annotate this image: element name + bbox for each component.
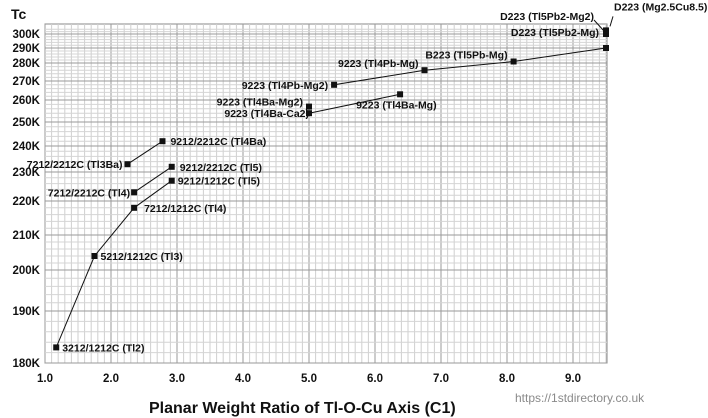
x-tick-label: 4.0	[235, 373, 251, 385]
pointer-lines	[593, 16, 614, 32]
data-point	[510, 58, 517, 65]
point-label: 7212/2212C (Tl3Ba)	[27, 159, 123, 171]
tick-labels: 1.0 2.0 3.0 4.0 5.0 6.0 7.0 8.0 9.0 180K 190K 200K 2…	[13, 29, 582, 385]
y-tick-label: 220K	[13, 196, 41, 208]
series-line	[308, 93, 401, 114]
point-label: 3212/1212C (Tl2)	[62, 342, 144, 354]
y-tick-label: 290K	[13, 43, 41, 55]
data-point	[168, 177, 175, 184]
point-label: 9212/1212C (Tl5)	[178, 176, 260, 188]
y-tick-label: 260K	[13, 95, 41, 107]
data-point	[397, 91, 404, 98]
y-tick-label: 190K	[13, 306, 41, 318]
data-point	[131, 189, 138, 196]
x-tick-label: 3.0	[169, 373, 185, 385]
series-line	[334, 47, 607, 86]
x-tick-label: 1.0	[37, 373, 53, 385]
point-label: 9223 (Tl4Ba-Mg)	[356, 99, 437, 111]
x-tick-label: 6.0	[367, 373, 383, 385]
point-label: 9223 (Tl4Pb-Mg2)	[242, 80, 328, 92]
gridlines	[44, 23, 608, 364]
data-point	[91, 253, 98, 259]
point-label: 9212/2212C (Tl5)	[180, 162, 262, 174]
watermark: https://1stdirectory.co.uk	[515, 391, 645, 405]
x-tick-label: 7.0	[433, 373, 449, 385]
y-tick-label: 230K	[13, 167, 41, 179]
data-point	[124, 161, 131, 168]
point-label: 7212/1212C (Tl4)	[144, 203, 226, 215]
y-axis-title: Tc	[11, 6, 27, 22]
x-tick-label: 5.0	[301, 373, 317, 385]
label-pointer-line	[609, 16, 614, 27]
series-line	[127, 140, 163, 165]
data-point	[603, 45, 609, 51]
x-tick-label: 8.0	[499, 373, 515, 385]
y-tick-label: 300K	[13, 29, 41, 41]
data-point	[331, 81, 338, 88]
data-points	[53, 27, 609, 351]
point-label: 7212/2212C (Tl4)	[48, 187, 130, 199]
series-line	[55, 180, 172, 348]
series-lines	[55, 47, 607, 348]
x-tick-label: 2.0	[103, 373, 119, 385]
data-point	[306, 110, 312, 117]
point-label: D223 (Mg2.5Cu8.5)	[614, 1, 707, 13]
y-tick-label: 210K	[13, 230, 41, 242]
data-point	[131, 204, 138, 211]
point-label: B223 (Tl5Pb-Mg)	[425, 50, 507, 62]
y-tick-label: 180K	[13, 358, 41, 370]
data-point	[53, 344, 60, 351]
y-tick-label: 250K	[13, 117, 41, 129]
point-label: D223 (Tl5Pb2-Mg)	[511, 27, 599, 39]
data-point	[168, 163, 175, 170]
y-tick-label: 280K	[13, 58, 41, 70]
y-tick-label: 200K	[13, 265, 41, 277]
point-label: 9223 (Tl4Ba-Mg2)	[217, 97, 303, 109]
point-label: 9223 (Tl4Pb-Mg)	[338, 58, 419, 70]
data-point	[159, 138, 166, 145]
point-label: 9212/2212C (Tl4Ba)	[170, 136, 266, 148]
y-tick-label: 240K	[13, 141, 41, 153]
point-labels: 3212/1212C (Tl2) 5212/1212C (Tl3) 7212/121…	[27, 1, 708, 354]
series-line	[133, 166, 172, 193]
x-axis-title: Planar Weight Ratio of Tl-O-Cu Axis (C1)	[149, 400, 456, 417]
x-tick-label: 9.0	[565, 373, 581, 385]
data-point	[603, 31, 609, 37]
point-label: 5212/1212C (Tl3)	[101, 251, 183, 263]
data-point	[306, 103, 312, 110]
data-point	[421, 67, 428, 74]
data-point	[603, 27, 609, 34]
y-tick-label: 270K	[13, 76, 41, 88]
point-label: D223 (Tl5Pb2-Mg2)	[500, 11, 594, 23]
label-pointer-line	[593, 19, 605, 32]
point-label: 9223 (Tl4Ba-Ca2)	[224, 108, 309, 120]
